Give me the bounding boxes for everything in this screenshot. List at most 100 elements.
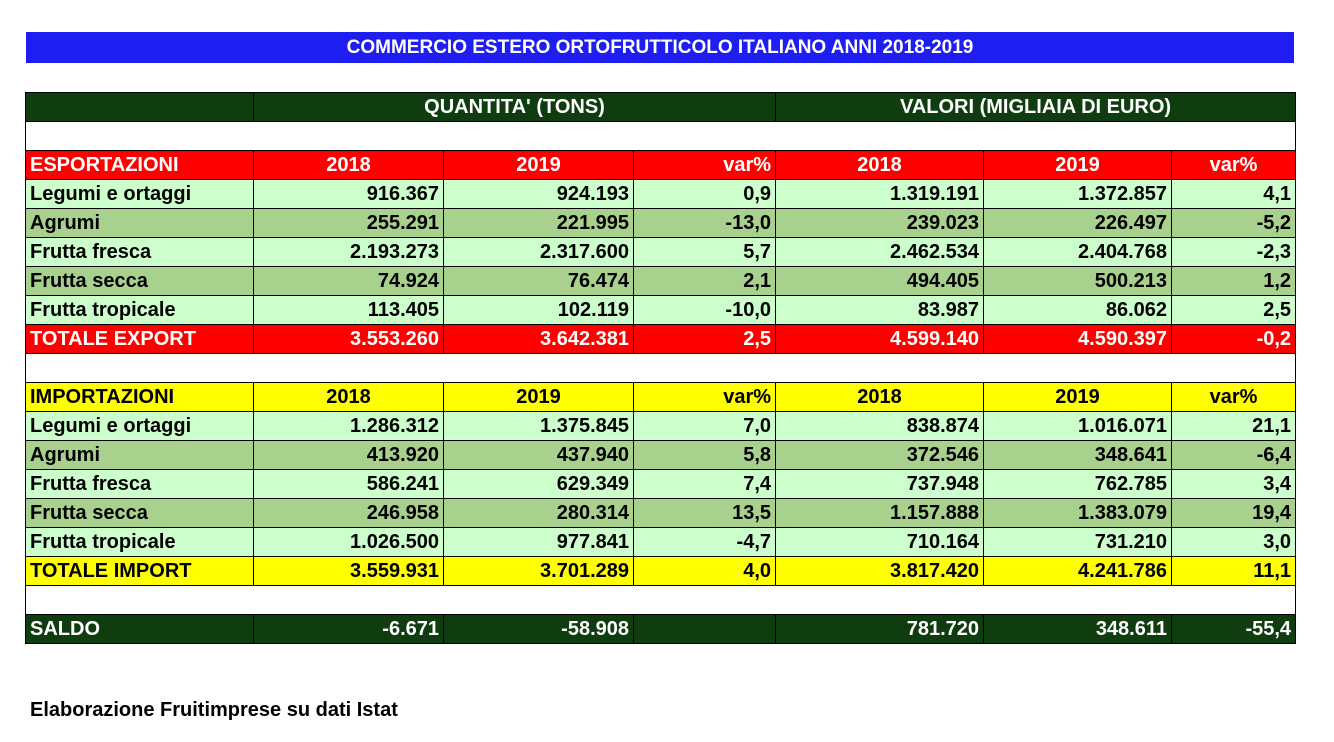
spacer-cell — [24, 585, 1297, 615]
import-label: IMPORTAZIONI — [25, 382, 254, 412]
table-row: Frutta secca 74.924 76.474 2,1 494.405 5… — [25, 266, 1297, 296]
cell-qty-2019: 437.940 — [443, 440, 634, 470]
spacer-cell — [24, 353, 1297, 383]
import-col-qty-2019: 2019 — [443, 382, 634, 412]
cell-val-2019: 4.241.786 — [983, 556, 1173, 586]
cell-val-var: 2,5 — [1171, 295, 1297, 325]
cell-val-2019: 1.016.071 — [983, 411, 1173, 441]
cell-val-var: -2,3 — [1171, 237, 1297, 267]
cell-val-var: 3,4 — [1171, 469, 1297, 499]
cell-val-2018: 1.157.888 — [775, 498, 985, 528]
cell-qty-var: 0,9 — [632, 179, 777, 209]
cell-val-2018: 372.546 — [775, 440, 985, 470]
cell-qty-2019: 280.314 — [443, 498, 634, 528]
cell-qty-var: 2,1 — [632, 266, 777, 296]
cell-qty-2018: 2.193.273 — [253, 237, 444, 267]
saldo-row: SALDO -6.671 -58.908 781.720 348.611 -55… — [25, 614, 1297, 644]
cell-qty-var — [632, 614, 777, 644]
cell-val-2019: 86.062 — [983, 295, 1173, 325]
spacer-row — [24, 121, 1297, 151]
cell-val-var: 11,1 — [1171, 556, 1297, 586]
import-header-row: IMPORTAZIONI 2018 2019 var% 2018 2019 va… — [25, 382, 1297, 412]
cell-val-var: -5,2 — [1171, 208, 1297, 238]
cell-val-2018: 838.874 — [775, 411, 985, 441]
row-label: Legumi e ortaggi — [25, 411, 254, 441]
cell-qty-2018: 255.291 — [253, 208, 444, 238]
cell-val-2019: 2.404.768 — [983, 237, 1173, 267]
cell-val-2019: 1.383.079 — [983, 498, 1173, 528]
table-title: COMMERCIO ESTERO ORTOFRUTTICOLO ITALIANO… — [26, 32, 1294, 63]
cell-qty-2018: -6.671 — [253, 614, 444, 644]
quantity-header: QUANTITA' (TONS) — [252, 92, 777, 122]
cell-qty-2019: 2.317.600 — [443, 237, 634, 267]
cell-val-var: 4,1 — [1171, 179, 1297, 209]
cell-val-var: 19,4 — [1171, 498, 1297, 528]
cell-val-2018: 83.987 — [775, 295, 985, 325]
export-col-qty-2018: 2018 — [253, 150, 444, 180]
row-label: Frutta secca — [25, 498, 254, 528]
source-note: Elaborazione Fruitimprese su dati Istat — [30, 699, 398, 721]
import-col-val-2019: 2019 — [983, 382, 1173, 412]
cell-val-var: -6,4 — [1171, 440, 1297, 470]
export-header-row: ESPORTAZIONI 2018 2019 var% 2018 2019 va… — [25, 150, 1297, 180]
import-col-qty-2018: 2018 — [253, 382, 444, 412]
table-row: Frutta tropicale 1.026.500 977.841 -4,7 … — [25, 527, 1297, 557]
cell-qty-2018: 113.405 — [253, 295, 444, 325]
cell-qty-2019: 3.701.289 — [443, 556, 634, 586]
cell-val-2019: 4.590.397 — [983, 324, 1173, 354]
cell-val-2019: 762.785 — [983, 469, 1173, 499]
table-row: Legumi e ortaggi 916.367 924.193 0,9 1.3… — [25, 179, 1297, 209]
cell-qty-2018: 413.920 — [253, 440, 444, 470]
values-header: VALORI (MIGLIAIA DI EURO) — [775, 92, 1297, 122]
export-col-val-var: var% — [1171, 150, 1297, 180]
cell-qty-var: 7,4 — [632, 469, 777, 499]
cell-qty-2019: 629.349 — [443, 469, 634, 499]
cell-val-2018: 1.319.191 — [775, 179, 985, 209]
spacer-cell — [24, 121, 1297, 151]
row-label: Agrumi — [25, 440, 254, 470]
cell-qty-2018: 916.367 — [253, 179, 444, 209]
cell-val-2018: 494.405 — [775, 266, 985, 296]
trade-table: QUANTITA' (TONS) VALORI (MIGLIAIA DI EUR… — [24, 92, 1297, 644]
row-label: TOTALE IMPORT — [25, 556, 254, 586]
cell-qty-var: 5,7 — [632, 237, 777, 267]
cell-val-2018: 2.462.534 — [775, 237, 985, 267]
table-row: Frutta tropicale 113.405 102.119 -10,0 8… — [25, 295, 1297, 325]
cell-qty-2019: 76.474 — [443, 266, 634, 296]
spacer-row — [24, 585, 1297, 615]
export-col-qty-2019: 2019 — [443, 150, 634, 180]
cell-val-var: 3,0 — [1171, 527, 1297, 557]
table-row: Legumi e ortaggi 1.286.312 1.375.845 7,0… — [25, 411, 1297, 441]
cell-val-2019: 348.611 — [983, 614, 1173, 644]
cell-val-2018: 239.023 — [775, 208, 985, 238]
row-label: SALDO — [25, 614, 254, 644]
cell-qty-2019: 1.375.845 — [443, 411, 634, 441]
row-label: Agrumi — [25, 208, 254, 238]
cell-qty-2018: 1.286.312 — [253, 411, 444, 441]
cell-val-var: 21,1 — [1171, 411, 1297, 441]
export-label: ESPORTAZIONI — [25, 150, 254, 180]
cell-qty-2019: -58.908 — [443, 614, 634, 644]
row-label: Frutta tropicale — [25, 527, 254, 557]
row-label: Frutta tropicale — [25, 295, 254, 325]
cell-qty-2019: 924.193 — [443, 179, 634, 209]
cell-val-var: 1,2 — [1171, 266, 1297, 296]
row-label: Frutta secca — [25, 266, 254, 296]
import-col-qty-var: var% — [632, 382, 777, 412]
cell-val-var: -0,2 — [1171, 324, 1297, 354]
cell-qty-var: 5,8 — [632, 440, 777, 470]
cell-qty-var: 4,0 — [632, 556, 777, 586]
table-row: Agrumi 255.291 221.995 -13,0 239.023 226… — [25, 208, 1297, 238]
row-label: TOTALE EXPORT — [25, 324, 254, 354]
cell-qty-2019: 221.995 — [443, 208, 634, 238]
cell-val-var: -55,4 — [1171, 614, 1297, 644]
cell-val-2019: 731.210 — [983, 527, 1173, 557]
cell-qty-2018: 3.553.260 — [253, 324, 444, 354]
cell-qty-2018: 74.924 — [253, 266, 444, 296]
export-col-val-2018: 2018 — [775, 150, 985, 180]
header-row: QUANTITA' (TONS) VALORI (MIGLIAIA DI EUR… — [25, 92, 1297, 122]
import-total-row: TOTALE IMPORT 3.559.931 3.701.289 4,0 3.… — [25, 556, 1297, 586]
cell-val-2019: 1.372.857 — [983, 179, 1173, 209]
cell-val-2018: 781.720 — [775, 614, 985, 644]
row-label: Frutta fresca — [25, 237, 254, 267]
